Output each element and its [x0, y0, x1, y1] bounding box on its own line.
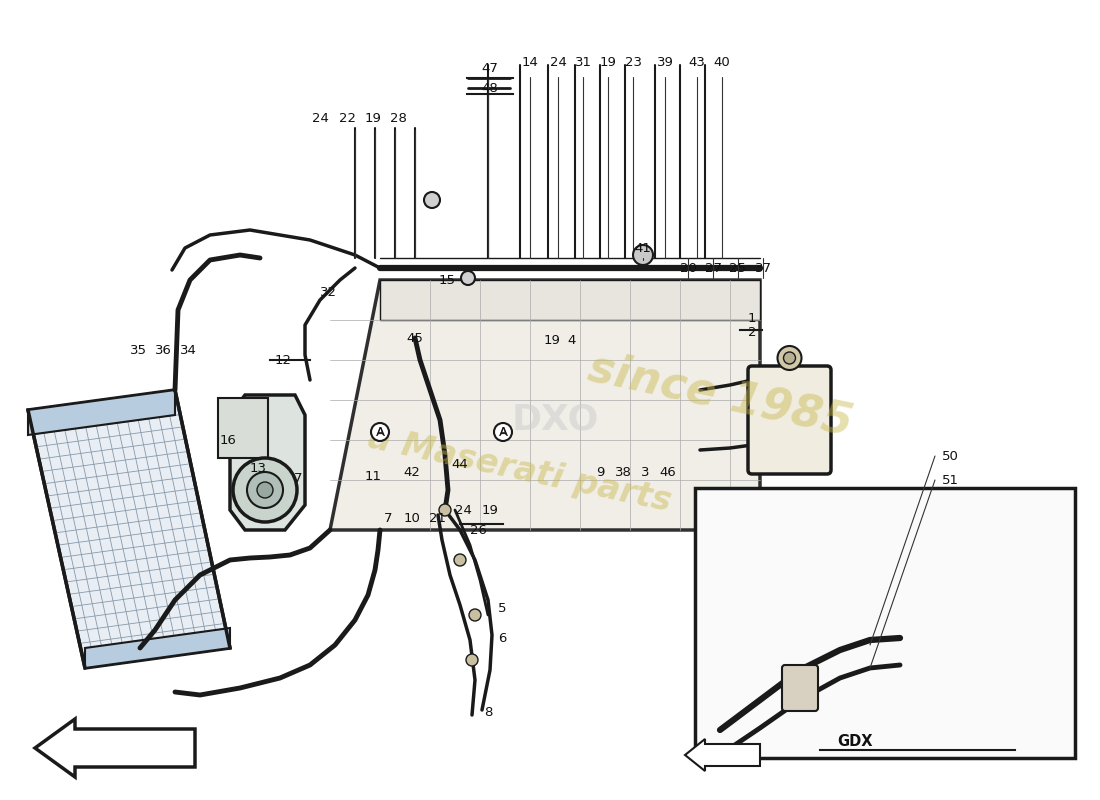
Text: 45: 45	[407, 331, 424, 345]
Circle shape	[632, 245, 653, 265]
Text: 27: 27	[704, 262, 722, 274]
Text: 34: 34	[179, 343, 197, 357]
Text: 44: 44	[452, 458, 469, 471]
Text: a Maserati parts: a Maserati parts	[365, 422, 674, 518]
Text: 7: 7	[384, 511, 393, 525]
Circle shape	[466, 654, 478, 666]
Text: 41: 41	[635, 242, 651, 254]
Text: 40: 40	[714, 55, 730, 69]
Circle shape	[371, 423, 389, 441]
Polygon shape	[330, 280, 760, 530]
Text: 19: 19	[482, 503, 498, 517]
FancyArrow shape	[35, 719, 195, 777]
FancyArrow shape	[685, 739, 760, 771]
Text: 28: 28	[389, 111, 406, 125]
Polygon shape	[85, 628, 230, 668]
Text: A: A	[499, 427, 506, 437]
Text: 42: 42	[404, 466, 420, 478]
Text: 3: 3	[640, 466, 649, 478]
Text: 11: 11	[364, 470, 382, 483]
Text: since 1985: since 1985	[584, 346, 856, 444]
Text: 6: 6	[498, 631, 506, 645]
Circle shape	[778, 346, 802, 370]
Text: 13: 13	[250, 462, 266, 474]
Polygon shape	[230, 395, 305, 530]
Polygon shape	[28, 390, 230, 668]
Text: 9: 9	[596, 466, 604, 478]
Text: 46: 46	[660, 466, 676, 478]
Text: 32: 32	[319, 286, 337, 298]
Text: A: A	[375, 426, 385, 438]
Circle shape	[233, 458, 297, 522]
Text: 21: 21	[429, 511, 447, 525]
Text: 19: 19	[543, 334, 560, 346]
Polygon shape	[379, 280, 760, 320]
Text: 37: 37	[755, 262, 771, 274]
Text: 39: 39	[657, 55, 673, 69]
Circle shape	[469, 609, 481, 621]
Text: 23: 23	[625, 55, 641, 69]
Text: 1: 1	[748, 311, 757, 325]
Text: A: A	[498, 426, 507, 438]
Text: 15: 15	[439, 274, 455, 286]
Circle shape	[439, 504, 451, 516]
Text: 51: 51	[942, 474, 958, 486]
Text: 10: 10	[404, 511, 420, 525]
FancyBboxPatch shape	[782, 665, 818, 711]
Text: GDX: GDX	[837, 734, 872, 750]
Text: 50: 50	[942, 450, 958, 462]
Circle shape	[248, 472, 283, 508]
Text: DXO: DXO	[512, 403, 598, 437]
Text: A: A	[376, 427, 383, 437]
Circle shape	[454, 554, 466, 566]
Text: 48: 48	[482, 82, 498, 94]
Text: 12: 12	[275, 354, 292, 366]
Text: 19: 19	[364, 111, 382, 125]
Circle shape	[424, 192, 440, 208]
Circle shape	[257, 482, 273, 498]
Circle shape	[783, 352, 795, 364]
FancyBboxPatch shape	[695, 488, 1075, 758]
Text: 14: 14	[521, 55, 538, 69]
Circle shape	[461, 271, 475, 285]
Text: 8: 8	[484, 706, 492, 718]
Text: 43: 43	[689, 55, 705, 69]
Text: 19: 19	[600, 55, 616, 69]
Text: 4: 4	[568, 334, 576, 346]
Text: 24: 24	[454, 503, 472, 517]
Text: 35: 35	[130, 343, 146, 357]
Text: 5: 5	[497, 602, 506, 614]
Text: 31: 31	[574, 55, 592, 69]
Polygon shape	[28, 390, 175, 435]
Text: 24: 24	[550, 55, 566, 69]
Circle shape	[494, 423, 512, 441]
Text: 7: 7	[294, 471, 302, 485]
Text: 20: 20	[680, 262, 696, 274]
Text: 16: 16	[220, 434, 236, 446]
Text: 24: 24	[311, 111, 329, 125]
Text: 22: 22	[340, 111, 356, 125]
Polygon shape	[218, 398, 268, 458]
Text: 36: 36	[155, 343, 172, 357]
Text: 38: 38	[615, 466, 631, 478]
FancyBboxPatch shape	[748, 366, 830, 474]
Text: 47: 47	[482, 62, 498, 74]
Text: 26: 26	[470, 523, 486, 537]
Text: 25: 25	[729, 262, 747, 274]
Text: 2: 2	[748, 326, 757, 339]
